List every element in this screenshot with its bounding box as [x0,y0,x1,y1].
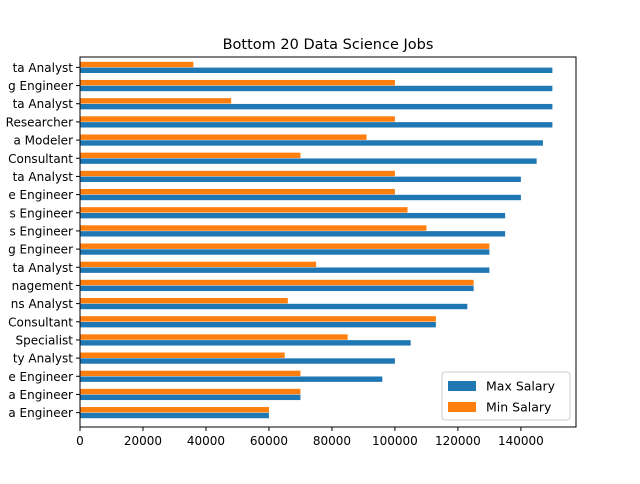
y-tick-label: Researcher [6,115,73,129]
bar-min-salary [80,352,285,358]
y-tick-label: Consultant [8,315,73,329]
bar-max-salary [80,358,395,364]
bar-min-salary [80,225,427,231]
y-tick-label: ta Analyst [13,61,74,75]
y-axis-ticks: ta Analyst g Engineer ta Analyst Researcher… [6,61,80,420]
y-tick-label: a Modeler [13,134,73,148]
bar-max-salary [80,103,553,110]
y-tick-label: Consultant [8,152,73,166]
bar-max-salary [80,122,553,128]
bar-max-salary [80,85,553,92]
y-tick-label: g Engineer [8,79,73,93]
bar-max-salary [80,321,436,328]
y-tick-label: nagement [12,279,74,293]
bar-max-salary [80,158,537,164]
y-tick-label: a Engineer [8,388,73,402]
legend-label: Min Salary [486,400,552,415]
bar-max-salary [80,267,490,273]
y-tick-label: ns Analyst [11,297,74,311]
x-tick-label: 140000 [498,434,544,448]
legend-swatch [448,402,476,412]
bar-max-salary [80,412,269,419]
bar-max-salary [80,140,543,146]
y-tick-label: e Engineer [8,188,73,202]
y-tick-label: ty Analyst [13,352,73,366]
legend-label: Max Salary [486,379,556,394]
bars-group [80,61,553,419]
bar-max-salary [80,285,474,292]
bar-max-salary [80,376,383,382]
bar-min-salary [80,170,395,177]
x-tick-label: 0 [76,434,84,448]
x-tick-label: 120000 [435,434,481,448]
y-tick-label: ta Analyst [13,97,74,111]
y-tick-label: ta Analyst [13,261,74,275]
y-tick-label: s Engineer [9,224,73,238]
bar-min-salary [80,98,232,104]
bar-max-salary [80,231,506,237]
bar-max-salary [80,340,411,346]
bar-min-salary [80,261,317,268]
bar-max-salary [80,67,553,73]
bar-min-salary [80,79,395,86]
bar-min-salary [80,334,348,340]
y-tick-label: s Engineer [9,206,73,220]
bar-min-salary [80,134,367,140]
plot-frame [79,56,577,428]
chart-title: Bottom 20 Data Science Jobs [223,37,434,53]
x-axis-ticks: 0 20000 40000 60000 80000 100000 120000 140000 [76,427,544,448]
x-tick-label: 80000 [313,434,351,448]
x-tick-label: 60000 [250,434,288,448]
y-tick-label: e Engineer [8,370,73,384]
x-tick-label: 100000 [372,434,418,448]
bar-min-salary [80,116,395,122]
legend-swatch [448,381,476,391]
bar-min-salary [80,188,395,195]
y-tick-label: g Engineer [8,243,73,257]
bar-max-salary [80,303,468,310]
legend: Max Salary Min Salary [441,371,571,421]
bar-min-salary [80,279,474,286]
bar-min-salary [80,243,490,249]
bar-min-salary [80,207,408,213]
bar-max-salary [80,394,301,401]
bar-min-salary [80,407,269,413]
bar-min-salary [80,152,301,159]
x-tick-label: 20000 [124,434,162,448]
y-tick-label: Specialist [15,333,73,347]
bar-min-salary [80,370,301,377]
y-tick-label: a Engineer [8,406,73,420]
bar-min-salary [80,316,436,322]
bar-max-salary [80,249,490,255]
x-tick-label: 40000 [187,434,225,448]
bar-min-salary [80,61,194,68]
bar-max-salary [80,194,521,201]
bar-min-salary [80,388,301,395]
y-tick-label: ta Analyst [13,170,74,184]
bar-min-salary [80,298,288,304]
bar-max-salary [80,176,521,183]
bar-max-salary [80,212,506,219]
